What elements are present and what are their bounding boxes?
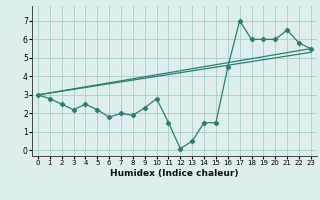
X-axis label: Humidex (Indice chaleur): Humidex (Indice chaleur) xyxy=(110,169,239,178)
